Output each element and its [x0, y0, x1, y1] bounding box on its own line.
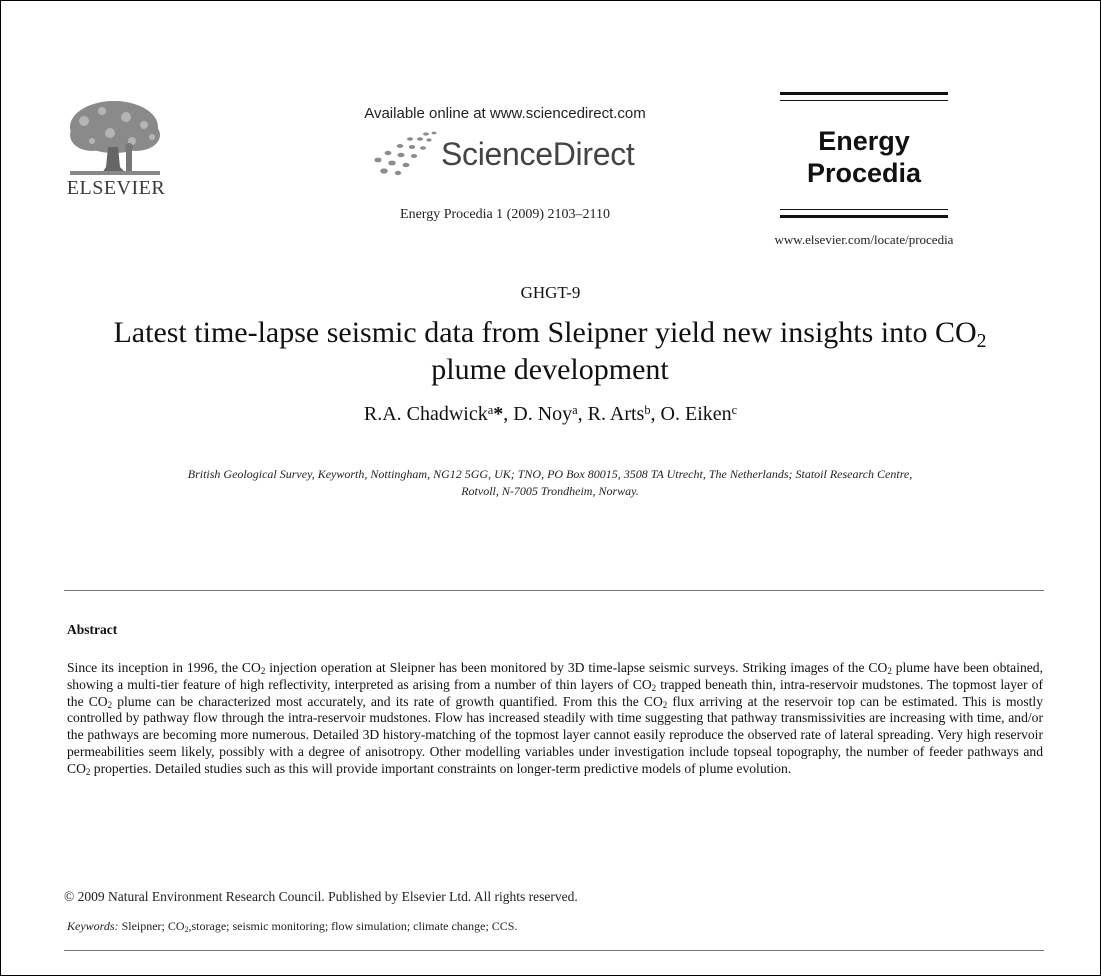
author-name: O. Eiken [660, 403, 732, 425]
author-name: R. Arts [587, 403, 645, 425]
affiliation-line-2: Rotvoll, N-7005 Trondheim, Norway. [461, 484, 639, 498]
author-name: D. Noy [513, 403, 573, 425]
journal-title: Energy Procedia [760, 125, 968, 189]
journal-rule-top-thin [780, 100, 948, 101]
keywords-line: Keywords: Sleipner; CO2,storage; seismic… [67, 919, 517, 934]
section-divider-top [64, 590, 1044, 591]
elsevier-wordmark: ELSEVIER [66, 177, 166, 199]
author-mark: a [572, 402, 578, 417]
journal-url: www.elsevier.com/locate/procedia [774, 232, 954, 247]
journal-rule-bottom [780, 215, 948, 218]
copyright-notice: © 2009 Natural Environment Research Coun… [64, 889, 578, 904]
sciencedirect-wordmark: ScienceDirect [441, 136, 635, 172]
keywords-label: Keywords: [67, 919, 119, 933]
paper-title: Latest time-lapse seismic data from Slei… [100, 314, 1000, 388]
abstract-body: Since its inception in 1996, the CO2 inj… [67, 660, 1044, 778]
conference-label: GHGT-9 [520, 283, 581, 302]
available-online-text: Available online at www.sciencedirect.co… [364, 105, 646, 122]
author-list: R.A. Chadwicka*, D. Noya, R. Artsb, O. E… [363, 402, 738, 425]
journal-citation: Energy Procedia 1 (2009) 2103–2110 [400, 207, 610, 222]
paper-title-subscript: 2 [976, 329, 987, 352]
affiliation-line-1: British Geological Survey, Keyworth, Not… [187, 467, 913, 481]
elsevier-tree-logo [70, 101, 160, 175]
journal-title-line2: Procedia [806, 158, 922, 188]
author-mark: a [487, 402, 494, 417]
sciencedirect-dots-icon [374, 131, 437, 176]
paper-title-part1: Latest time-lapse seismic data from Slei… [113, 316, 977, 349]
journal-title-line1: Energy [818, 126, 910, 156]
journal-rule-bottom-thin [780, 209, 948, 210]
affiliations: British Geological Survey, Keyworth, Not… [70, 466, 1030, 500]
abstract-heading: Abstract [67, 622, 118, 637]
author-mark: b [644, 402, 651, 417]
corresponding-star: * [493, 403, 504, 425]
author-mark: c [731, 402, 738, 417]
section-divider-bottom [64, 950, 1044, 951]
keywords-text: Sleipner; CO2,storage; seismic monitorin… [121, 919, 518, 934]
author-name: R.A. Chadwick [363, 403, 488, 425]
journal-rule-top [780, 92, 948, 95]
paper-title-part2: plume development [431, 353, 669, 386]
